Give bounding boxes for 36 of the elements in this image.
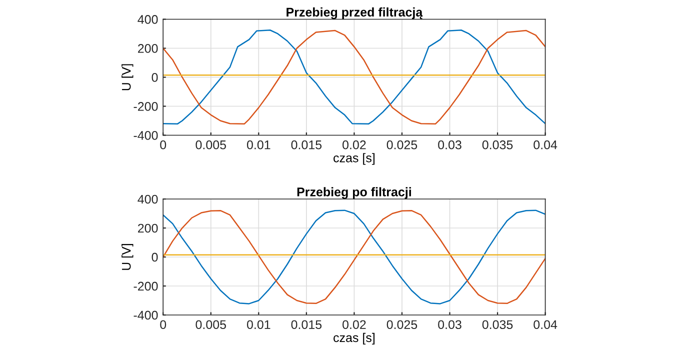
- line-series: [163, 30, 546, 125]
- chart-title: Przebieg przed filtracją: [286, 7, 423, 20]
- x-tick-label: 0.005: [196, 320, 226, 330]
- x-tick-label: 0.01: [246, 140, 270, 150]
- x-tick-label: 0.015: [291, 320, 322, 330]
- y-tick-label: -400: [134, 131, 158, 140]
- chart-title: Przebieg po filtracji: [297, 187, 411, 199]
- y-axis-title: U [V]: [122, 244, 134, 270]
- x-tick-label: 0.035: [482, 140, 513, 150]
- y-tick-label: 400: [138, 15, 158, 24]
- x-tick-label: 0.015: [291, 140, 322, 150]
- x-axis-title: czas [s]: [334, 153, 374, 165]
- x-tick-label: 0: [160, 140, 166, 150]
- x-axis-title: czas [s]: [334, 332, 374, 345]
- x-tick-label: 0.04: [534, 320, 558, 330]
- y-tick-label: -400: [134, 310, 158, 320]
- y-tick-label: -200: [134, 282, 158, 291]
- x-tick-label: 0.04: [534, 140, 558, 150]
- x-tick-label: 0.005: [196, 140, 226, 150]
- y-tick-label: 0: [152, 252, 158, 262]
- x-tick-label: 0.01: [246, 320, 270, 330]
- y-tick-label: -200: [134, 102, 158, 111]
- y-tick-label: 0: [152, 73, 158, 82]
- y-tick-label: 400: [138, 194, 158, 204]
- y-tick-label: 200: [138, 224, 158, 233]
- y-axis-title: U [V]: [122, 64, 134, 90]
- x-tick-label: 0.02: [342, 320, 366, 330]
- x-tick-label: 0.03: [438, 140, 462, 150]
- line-series: [163, 210, 546, 304]
- y-tick-label: 200: [138, 44, 158, 53]
- x-tick-label: 0.025: [386, 320, 418, 330]
- x-tick-label: 0.035: [482, 320, 513, 330]
- x-tick-label: 0.025: [386, 140, 418, 150]
- x-tick-label: 0: [160, 320, 166, 330]
- x-tick-label: 0.03: [438, 320, 462, 330]
- x-tick-label: 0.02: [342, 140, 366, 150]
